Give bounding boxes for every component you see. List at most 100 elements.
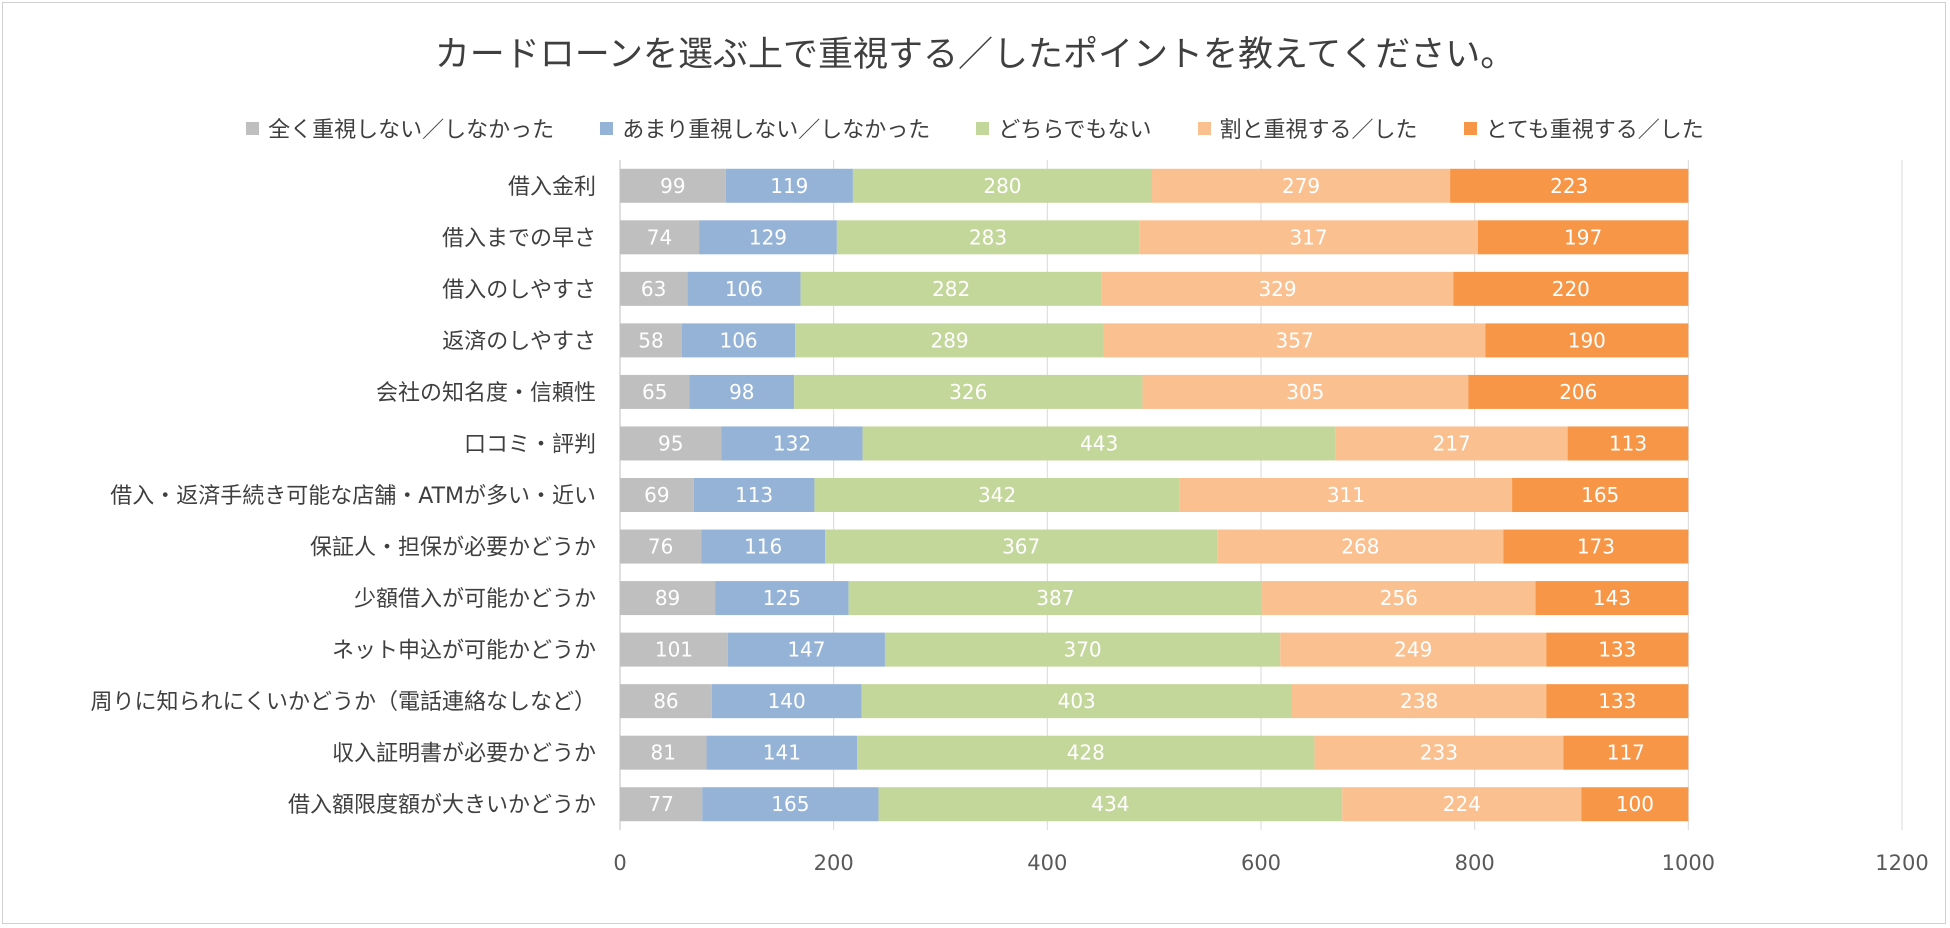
bar-segment-0-0 bbox=[620, 168, 726, 203]
bar-segment-12-2 bbox=[878, 787, 1343, 822]
data-label-11-0: 81 bbox=[651, 741, 676, 765]
bar-segment-8-4 bbox=[1535, 581, 1689, 616]
bar-segment-9-3 bbox=[1280, 632, 1547, 667]
bar-segment-12-1 bbox=[702, 787, 879, 822]
bar-segment-0-1 bbox=[725, 168, 853, 203]
data-label-2-1: 106 bbox=[725, 277, 763, 301]
bar-segment-7-0 bbox=[620, 529, 702, 564]
bar-segment-10-4 bbox=[1546, 684, 1689, 719]
category-label-7: 保証人・担保が必要かどうか bbox=[310, 536, 596, 561]
data-label-10-0: 86 bbox=[653, 689, 678, 713]
bar-segment-4-3 bbox=[1142, 374, 1469, 409]
data-label-4-2: 326 bbox=[949, 380, 987, 404]
legend-label-1: あまり重視しない／しなかった bbox=[622, 118, 931, 143]
x-tick-label-3: 600 bbox=[1241, 851, 1281, 875]
bar-segment-8-2 bbox=[848, 581, 1263, 616]
bar-segment-7-1 bbox=[701, 529, 826, 564]
data-label-1-1: 129 bbox=[749, 225, 787, 249]
category-label-9: ネット申込が可能かどうか bbox=[332, 639, 596, 664]
bar-segment-5-2 bbox=[862, 426, 1336, 461]
bar-segment-3-0 bbox=[620, 323, 682, 358]
data-label-8-4: 143 bbox=[1593, 586, 1631, 610]
bar-segment-4-2 bbox=[794, 374, 1143, 409]
category-label-4: 会社の知名度・信頼性 bbox=[376, 381, 596, 406]
bar-segment-5-1 bbox=[721, 426, 863, 461]
data-label-12-4: 100 bbox=[1616, 792, 1654, 816]
bar-segment-3-2 bbox=[795, 323, 1104, 358]
x-tick-label-5: 1000 bbox=[1662, 851, 1715, 875]
bar-segment-10-3 bbox=[1291, 684, 1547, 719]
legend-item-4: とても重視する／した bbox=[1463, 112, 1704, 144]
bar-segment-12-0 bbox=[620, 787, 703, 822]
data-label-8-1: 125 bbox=[763, 586, 801, 610]
bar-segment-6-0 bbox=[620, 478, 694, 512]
legend-swatch-1 bbox=[600, 121, 614, 135]
x-tick-label-4: 800 bbox=[1455, 851, 1495, 875]
data-label-9-1: 147 bbox=[787, 638, 825, 662]
data-label-5-1: 132 bbox=[773, 431, 811, 455]
chart-title: カードローンを選ぶ上で重視する／したポイントを教えてください。 bbox=[434, 35, 1516, 75]
category-label-3: 返済のしやすさ bbox=[442, 329, 596, 354]
data-label-5-0: 95 bbox=[658, 431, 683, 455]
legend-swatch-3 bbox=[1197, 121, 1211, 135]
data-label-3-3: 357 bbox=[1276, 328, 1314, 352]
bar-segment-8-0 bbox=[620, 581, 716, 616]
bar-segment-11-3 bbox=[1314, 735, 1564, 770]
data-label-9-4: 133 bbox=[1598, 638, 1636, 662]
data-label-7-0: 76 bbox=[648, 535, 673, 559]
bar-segment-12-4 bbox=[1581, 787, 1689, 822]
bar-segment-0-3 bbox=[1152, 168, 1451, 203]
category-label-12: 借入額限度額が大きいかどうか bbox=[288, 793, 596, 818]
data-label-1-2: 283 bbox=[969, 225, 1007, 249]
legend-item-2: どちらでもない bbox=[976, 112, 1152, 144]
bar-segment-11-1 bbox=[706, 735, 858, 770]
category-label-0: 借入金利 bbox=[508, 175, 596, 200]
bar-segment-11-2 bbox=[857, 735, 1315, 770]
x-tick-label-2: 400 bbox=[1027, 851, 1067, 875]
data-label-3-0: 58 bbox=[638, 328, 663, 352]
category-label-6: 借入・返済手続き可能な店舗・ATMが多い・近い bbox=[110, 484, 596, 509]
bar-segment-6-3 bbox=[1179, 478, 1513, 512]
bar-segment-4-4 bbox=[1468, 374, 1689, 409]
bar-segment-5-0 bbox=[620, 426, 722, 461]
bar-segment-12-3 bbox=[1342, 787, 1582, 822]
data-label-7-2: 367 bbox=[1002, 535, 1040, 559]
bar-segment-2-1 bbox=[687, 271, 801, 306]
legend-item-1: あまり重視しない／しなかった bbox=[600, 112, 930, 144]
data-label-2-2: 282 bbox=[932, 277, 970, 301]
data-label-7-4: 173 bbox=[1577, 535, 1615, 559]
category-label-1: 借入までの早さ bbox=[442, 226, 596, 251]
bar-segment-7-3 bbox=[1217, 529, 1504, 564]
legend-label-0: 全く重視しない／しなかった bbox=[268, 118, 555, 143]
data-label-10-3: 238 bbox=[1400, 689, 1438, 713]
bar-segment-8-1 bbox=[715, 581, 849, 616]
data-label-6-4: 165 bbox=[1581, 483, 1619, 507]
bar-segment-6-2 bbox=[814, 478, 1180, 512]
data-label-4-0: 65 bbox=[642, 380, 667, 404]
data-label-10-2: 403 bbox=[1058, 689, 1096, 713]
data-label-5-2: 443 bbox=[1080, 431, 1118, 455]
data-label-1-0: 74 bbox=[647, 225, 672, 249]
data-label-6-1: 113 bbox=[735, 483, 773, 507]
data-label-6-3: 311 bbox=[1327, 483, 1365, 507]
data-label-0-3: 279 bbox=[1282, 174, 1320, 198]
x-tick-label-0: 0 bbox=[613, 851, 626, 875]
data-label-1-4: 197 bbox=[1564, 225, 1602, 249]
x-tick-label-1: 200 bbox=[814, 851, 854, 875]
bar-segment-4-0 bbox=[620, 374, 690, 409]
bar-segment-1-3 bbox=[1139, 220, 1478, 255]
bar-segment-3-1 bbox=[681, 323, 796, 358]
data-label-10-1: 140 bbox=[768, 689, 806, 713]
data-label-7-3: 268 bbox=[1341, 535, 1379, 559]
bar-segment-11-4 bbox=[1563, 735, 1689, 770]
data-label-5-4: 113 bbox=[1609, 431, 1647, 455]
data-label-8-2: 387 bbox=[1036, 586, 1074, 610]
data-label-0-4: 223 bbox=[1550, 174, 1588, 198]
data-label-7-1: 116 bbox=[744, 535, 782, 559]
legend-label-3: 割と重視する／した bbox=[1219, 118, 1418, 143]
bar-segment-6-4 bbox=[1512, 478, 1689, 512]
bar-segment-2-0 bbox=[620, 271, 688, 306]
bar-segment-1-4 bbox=[1477, 220, 1689, 255]
bar-segment-10-2 bbox=[861, 684, 1292, 719]
